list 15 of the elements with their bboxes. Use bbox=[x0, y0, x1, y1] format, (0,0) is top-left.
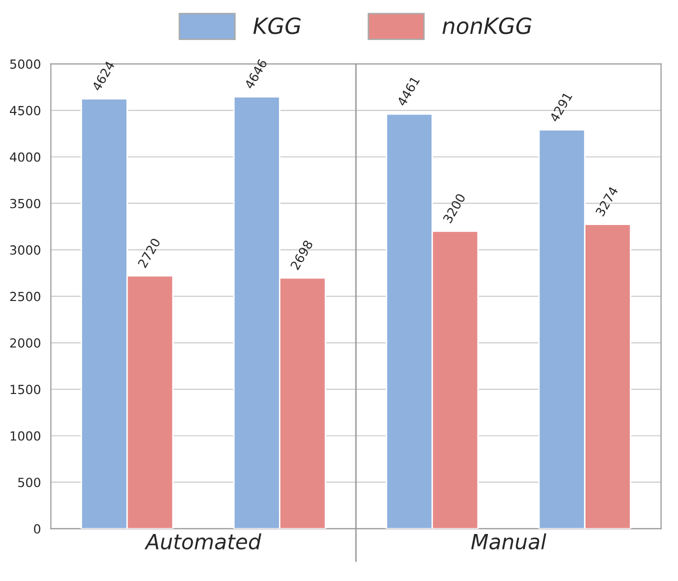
text: Manual bbox=[471, 533, 546, 550]
y-tick-label: 3500 bbox=[10, 198, 40, 208]
y-tick-label: 4000 bbox=[10, 152, 40, 162]
legend-label: KGG bbox=[253, 17, 301, 34]
text: Automated bbox=[144, 533, 262, 550]
y-tick-label: 5000 bbox=[10, 59, 40, 69]
y-tick-label: 0 bbox=[34, 524, 40, 534]
y-tick-label: 3000 bbox=[10, 245, 40, 255]
y-tick-label: 1500 bbox=[10, 384, 40, 394]
legend-label: nonKGG bbox=[442, 17, 532, 34]
y-tick-label: 2500 bbox=[10, 292, 40, 302]
y-tick-label: 500 bbox=[18, 478, 40, 488]
y-tick-label: 1000 bbox=[10, 431, 40, 441]
y-tick-label: 4500 bbox=[10, 106, 40, 116]
y-tick-label: 2000 bbox=[10, 338, 40, 348]
